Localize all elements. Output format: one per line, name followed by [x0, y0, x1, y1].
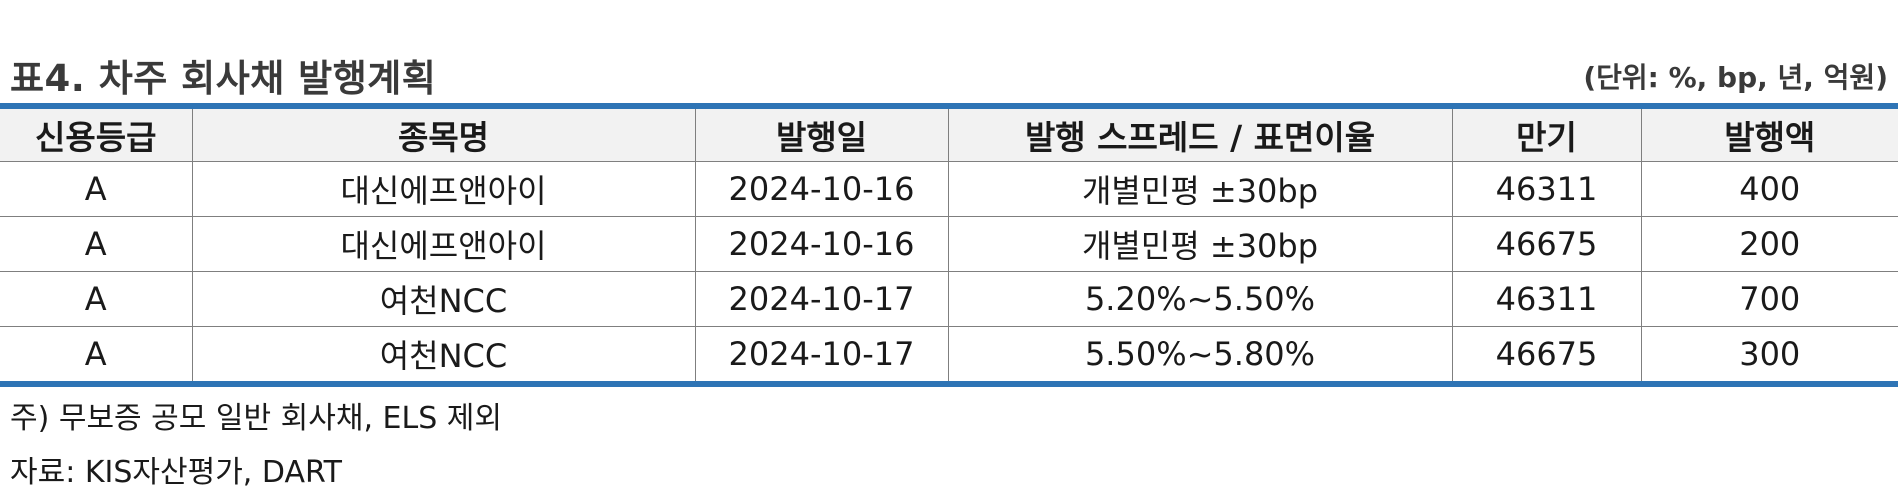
header-amount: 발행액 — [1640, 103, 1898, 162]
cell-maturity: 46675 — [1451, 216, 1641, 272]
header-credit-rating: 신용등급 — [0, 103, 192, 162]
unit-note: (단위: %, bp, 년, 억원) — [1583, 61, 1888, 94]
header-spread-coupon: 발행 스프레드 / 표면이율 — [947, 103, 1452, 162]
cell-issue-name: 대신에프앤아이 — [191, 161, 695, 217]
cell-spread-coupon: 개별민평 ±30bp — [947, 161, 1452, 217]
table-row: A 여천NCC 2024-10-17 5.20%~5.50% 46311 700 — [0, 271, 1898, 327]
cell-amount: 300 — [1640, 326, 1898, 387]
cell-credit-rating: A — [0, 216, 192, 272]
header-maturity: 만기 — [1451, 103, 1641, 162]
cell-spread-coupon: 5.20%~5.50% — [947, 271, 1452, 327]
header-issue-date: 발행일 — [694, 103, 948, 162]
cell-issue-date: 2024-10-16 — [694, 216, 948, 272]
footnote: 주) 무보증 공모 일반 회사채, ELS 제외 — [10, 401, 502, 436]
cell-issue-date: 2024-10-17 — [694, 271, 948, 327]
table-row: A 대신에프앤아이 2024-10-16 개별민평 ±30bp 46311 40… — [0, 161, 1898, 217]
cell-issue-name: 여천NCC — [191, 271, 695, 327]
cell-amount: 700 — [1640, 271, 1898, 327]
cell-spread-coupon: 5.50%~5.80% — [947, 326, 1452, 387]
header-row: 신용등급 종목명 발행일 발행 스프레드 / 표면이율 만기 발행액 — [0, 103, 1898, 162]
cell-issue-date: 2024-10-17 — [694, 326, 948, 387]
cell-amount: 400 — [1640, 161, 1898, 217]
cell-issue-name: 여천NCC — [191, 326, 695, 387]
cell-issue-date: 2024-10-16 — [694, 161, 948, 217]
bond-issuance-table: 신용등급 종목명 발행일 발행 스프레드 / 표면이율 만기 발행액 A 대신에… — [0, 103, 1898, 387]
cell-credit-rating: A — [0, 326, 192, 387]
table-row: A 대신에프앤아이 2024-10-16 개별민평 ±30bp 46675 20… — [0, 216, 1898, 272]
table-row: A 여천NCC 2024-10-17 5.50%~5.80% 46675 300 — [0, 326, 1898, 387]
header-issue-name: 종목명 — [191, 103, 695, 162]
cell-amount: 200 — [1640, 216, 1898, 272]
table-title: 표4. 차주 회사채 발행계획 — [10, 57, 437, 100]
cell-maturity: 46675 — [1451, 326, 1641, 387]
cell-spread-coupon: 개별민평 ±30bp — [947, 216, 1452, 272]
cell-issue-name: 대신에프앤아이 — [191, 216, 695, 272]
cell-maturity: 46311 — [1451, 271, 1641, 327]
cell-credit-rating: A — [0, 271, 192, 327]
cell-maturity: 46311 — [1451, 161, 1641, 217]
cell-credit-rating: A — [0, 161, 192, 217]
source-note: 자료: KIS자산평가, DART — [10, 455, 342, 490]
